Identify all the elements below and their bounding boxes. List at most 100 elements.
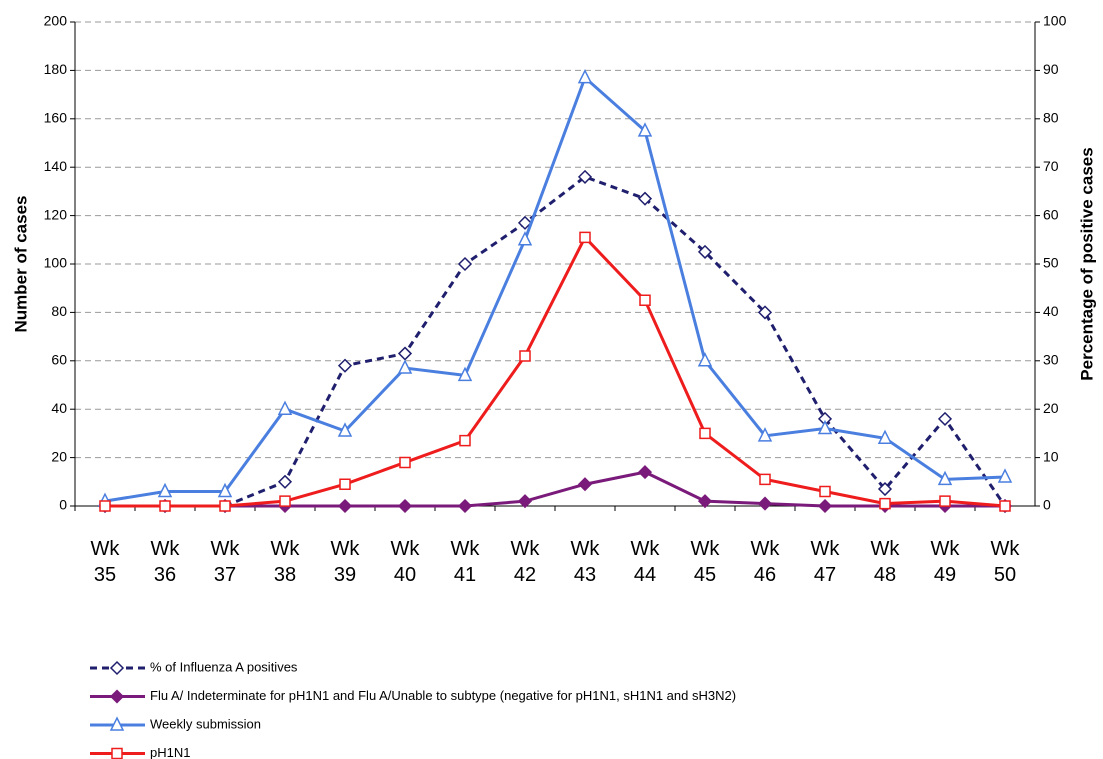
x-tick-label: Wk 37 [210, 538, 240, 586]
legend-label: pH1N1 [150, 745, 190, 759]
marker [399, 456, 411, 469]
marker [109, 689, 125, 704]
series-line [105, 470, 1005, 508]
y-tick-label: 180 [44, 61, 68, 77]
y2-tick-label: 90 [1043, 61, 1059, 77]
marker [817, 419, 833, 435]
x-tick-label: Wk 44 [630, 538, 660, 586]
y2-tick-label: 30 [1043, 352, 1059, 368]
marker [457, 256, 473, 272]
marker [577, 169, 593, 184]
series-line [104, 75, 1006, 503]
marker [757, 305, 773, 320]
marker [637, 465, 653, 480]
x-tick-label: Wk 39 [330, 538, 360, 586]
marker [159, 500, 171, 512]
marker [277, 400, 293, 415]
marker [637, 122, 653, 137]
marker [279, 495, 291, 507]
x-tick-label: Wk 49 [930, 538, 960, 586]
y-tick-label: 40 [51, 400, 67, 416]
marker [99, 500, 111, 512]
legend-label: Weekly submission [150, 716, 261, 731]
marker [109, 716, 125, 731]
marker [637, 191, 653, 206]
series-line [105, 175, 1007, 508]
marker [217, 482, 233, 498]
y-tick-label: 160 [44, 110, 68, 126]
marker [877, 429, 893, 444]
y2-tick-label: 10 [1043, 448, 1059, 464]
y-tick-label: 20 [51, 448, 67, 464]
marker [877, 481, 893, 497]
x-tick-label: Wk 41 [450, 538, 480, 586]
y2-tick-label: 40 [1043, 303, 1059, 319]
y2-tick-label: 80 [1043, 110, 1059, 126]
marker [277, 474, 293, 489]
x-tick-label: Wk 48 [870, 538, 900, 586]
marker [109, 660, 125, 676]
marker [517, 231, 533, 246]
marker [939, 495, 951, 507]
marker [519, 350, 531, 362]
x-tick-label: Wk 43 [570, 538, 600, 586]
x-tick-label: Wk 45 [690, 538, 720, 586]
marker [397, 498, 413, 514]
legend-label: % of Influenza A positives [150, 659, 298, 674]
y-tick-label: 100 [44, 255, 68, 271]
marker [457, 366, 473, 382]
marker [157, 482, 173, 498]
y-tick-label: 200 [44, 13, 68, 29]
y2-axis-title: Percentage of positive cases [1077, 147, 1096, 380]
marker [397, 346, 413, 361]
marker [999, 500, 1011, 512]
marker [337, 422, 353, 437]
marker [937, 470, 953, 486]
x-tick-label: Wk 35 [90, 538, 120, 586]
x-tick-label: Wk 38 [270, 538, 300, 586]
marker [577, 477, 593, 492]
y-tick-label: 140 [44, 158, 68, 174]
marker [757, 496, 773, 511]
x-tick-label: Wk 46 [750, 538, 780, 586]
marker [699, 427, 711, 440]
marker [337, 498, 353, 514]
marker [697, 352, 713, 367]
marker [337, 358, 353, 373]
y-tick-label: 120 [44, 206, 68, 222]
marker [397, 359, 413, 374]
y2-tick-label: 70 [1043, 158, 1059, 174]
y2-tick-label: 0 [1043, 497, 1051, 513]
y2-tick-label: 20 [1043, 400, 1059, 416]
marker [997, 468, 1013, 483]
marker [517, 215, 533, 230]
x-tick-label: Wk 40 [390, 538, 420, 586]
marker [757, 427, 773, 442]
marker [219, 500, 231, 512]
marker [759, 473, 771, 486]
marker [697, 494, 713, 509]
marker [817, 498, 833, 514]
x-tick-label: Wk 47 [810, 538, 840, 586]
y2-tick-label: 50 [1043, 255, 1059, 271]
marker [111, 747, 123, 759]
marker [339, 478, 351, 490]
y2-tick-label: 60 [1043, 206, 1059, 222]
x-tick-label: Wk 50 [990, 538, 1020, 586]
y-tick-label: 0 [59, 497, 67, 513]
marker [577, 68, 593, 84]
series-line [105, 234, 1006, 508]
y2-tick-label: 100 [1043, 13, 1067, 29]
marker [459, 434, 471, 447]
marker [937, 411, 953, 426]
legend-label: Flu A/ Indeterminate for pH1N1 and Flu A… [150, 688, 736, 703]
y-axis-title: Number of cases [11, 196, 30, 333]
marker [457, 498, 473, 514]
x-tick-label: Wk 42 [510, 538, 540, 586]
marker [819, 485, 831, 498]
y-tick-label: 80 [51, 303, 67, 319]
marker [697, 244, 713, 259]
y-tick-label: 60 [51, 352, 67, 368]
